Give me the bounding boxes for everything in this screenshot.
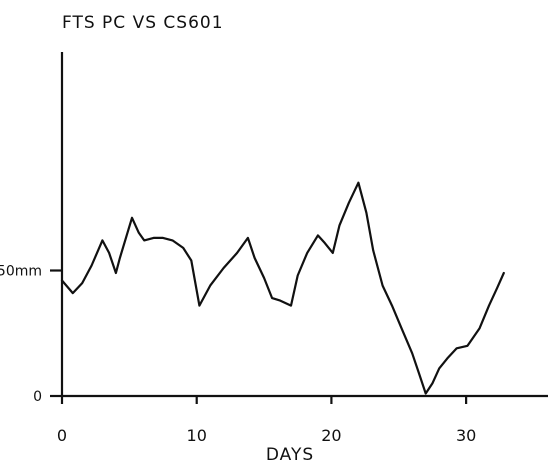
x-axis-label: DAYS (266, 445, 314, 465)
series-line (60, 181, 505, 395)
series-layer (60, 181, 505, 395)
x-tick-label: 0 (57, 426, 67, 445)
chart-title: FTS PC VS CS601 (62, 13, 224, 33)
x-tick-label: 20 (321, 426, 341, 445)
x-tick-label: 10 (187, 426, 207, 445)
y-tick-label: 0 (33, 389, 42, 405)
x-tick-label: 30 (456, 426, 476, 445)
y-tick-label: 50mm (0, 264, 42, 280)
y-axis-ticks: 0 50mm (0, 264, 62, 405)
x-axis-ticks: 0 10 20 30 (57, 396, 476, 445)
